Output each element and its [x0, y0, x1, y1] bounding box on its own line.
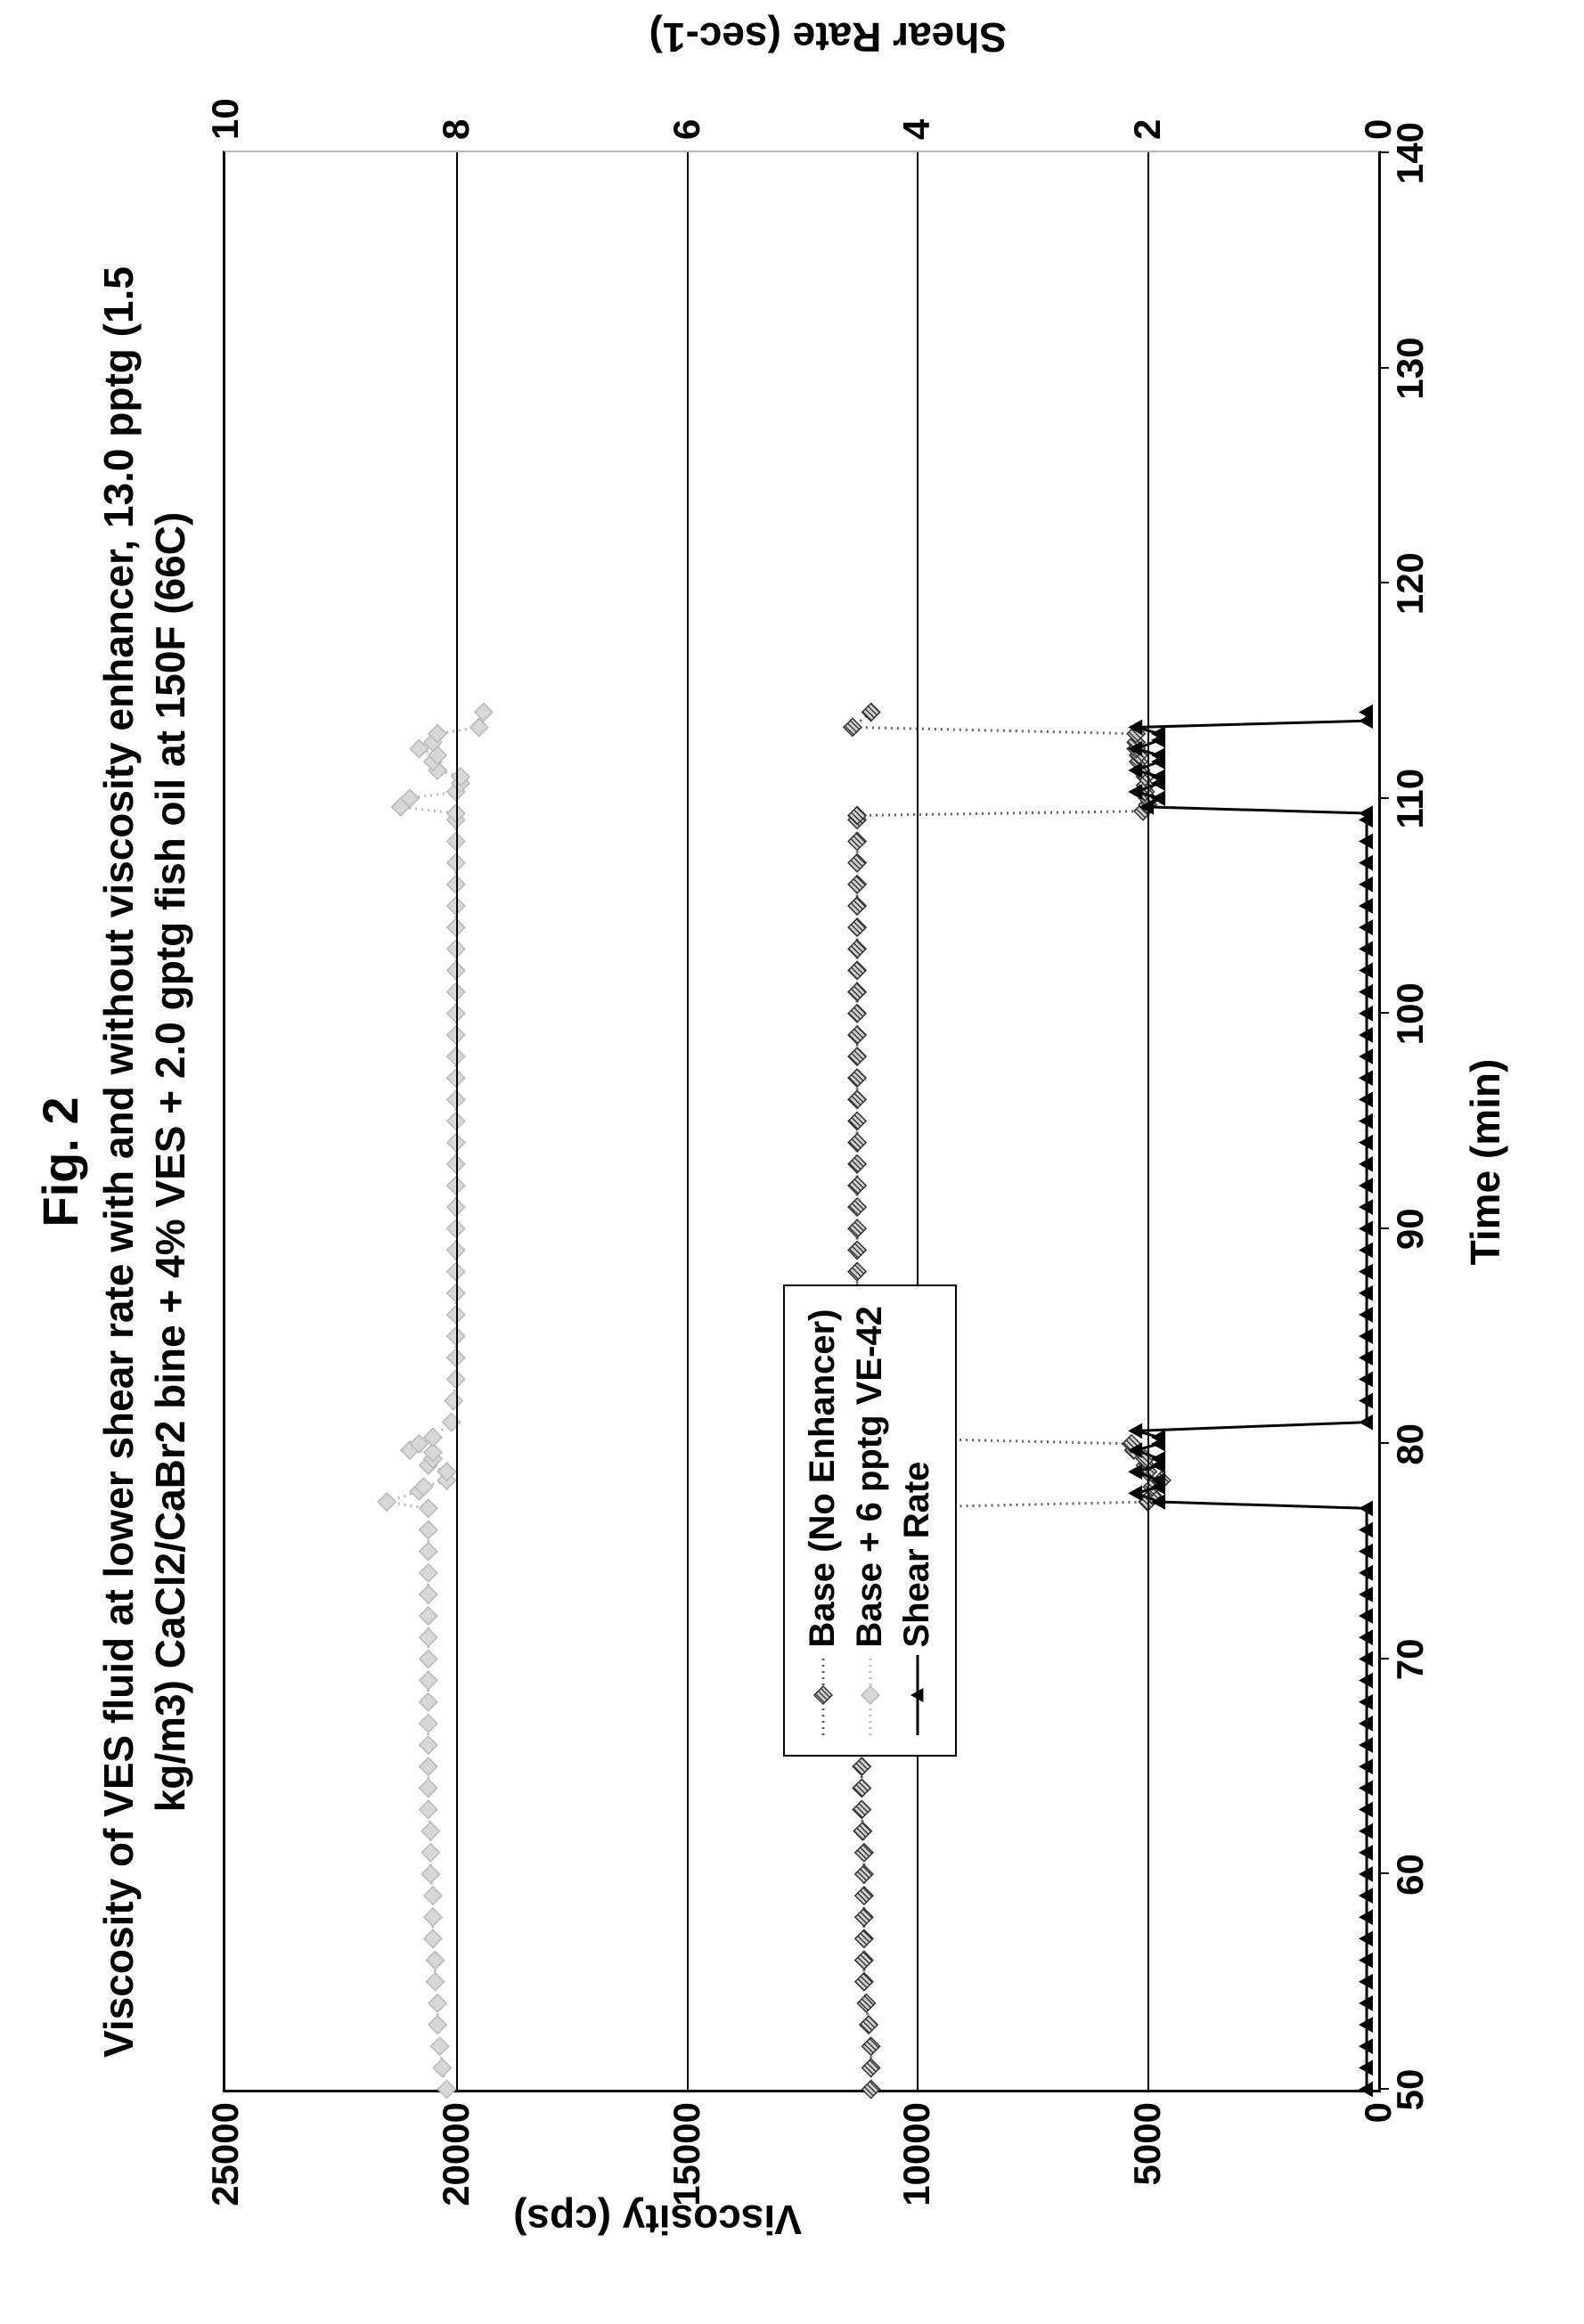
x-tick-label: 70 [1389, 1639, 1432, 1681]
legend-row: Shear Rate [894, 1306, 941, 1734]
y1-tick-label: 20000 [435, 2102, 478, 2206]
x-axis-label: Time (min) [1461, 0, 1509, 2324]
y-axis-right-label: Shear Rate (sec-1) [649, 13, 1007, 61]
legend-label: Shear Rate [897, 1462, 937, 1648]
legend-row: Base (No Enhancer) [799, 1306, 846, 1734]
legend-symbol [903, 1655, 932, 1735]
x-tick-label: 110 [1389, 769, 1432, 829]
x-tick-label: 80 [1389, 1423, 1432, 1465]
legend-label: Base (No Enhancer) [803, 1309, 843, 1647]
x-tick-label: 100 [1389, 983, 1432, 1045]
legend-symbol [856, 1655, 885, 1735]
x-tick-label: 50 [1389, 2069, 1432, 2111]
figure-number: Fig. 2 [31, 0, 89, 2324]
x-tick-label: 60 [1389, 1854, 1432, 1896]
x-tick-label: 130 [1389, 338, 1432, 400]
y2-tick-label: 6 [665, 119, 708, 140]
title-line2: kg/m3) CaCl2/CaBr2 bine + 4% VES + 2.0 g… [147, 512, 193, 1813]
y2-tick-label: 4 [895, 119, 938, 140]
legend-label: Base + 6 pptg VE-42 [850, 1306, 890, 1647]
y-axis-left-label: Viscosity (cps) [513, 2196, 802, 2244]
y1-tick-label: 5000 [1126, 2102, 1169, 2185]
y1-tick-label: 25000 [204, 2102, 247, 2206]
chart-title: Viscosity of VES fluid at lower shear ra… [94, 178, 196, 2146]
y2-tick-label: 2 [1126, 119, 1169, 140]
y2-tick-label: 8 [435, 119, 478, 140]
chart-svg [225, 152, 1378, 2090]
x-tick-label: 140 [1389, 122, 1432, 184]
legend-row: Base + 6 pptg VE-42 [846, 1306, 894, 1734]
plot-area: 0500010000150002000025000024681050607080… [223, 151, 1381, 2092]
x-tick-label: 120 [1389, 552, 1432, 615]
y1-tick-label: 15000 [665, 2102, 708, 2206]
y2-tick-label: 10 [204, 98, 247, 140]
y1-tick-label: 10000 [895, 2102, 938, 2206]
x-tick-label: 90 [1389, 1208, 1432, 1250]
title-line1: Viscosity of VES fluid at lower shear ra… [95, 266, 142, 2058]
legend: Base (No Enhancer)Base + 6 pptg VE-42She… [783, 1284, 957, 1756]
legend-symbol [809, 1655, 837, 1735]
